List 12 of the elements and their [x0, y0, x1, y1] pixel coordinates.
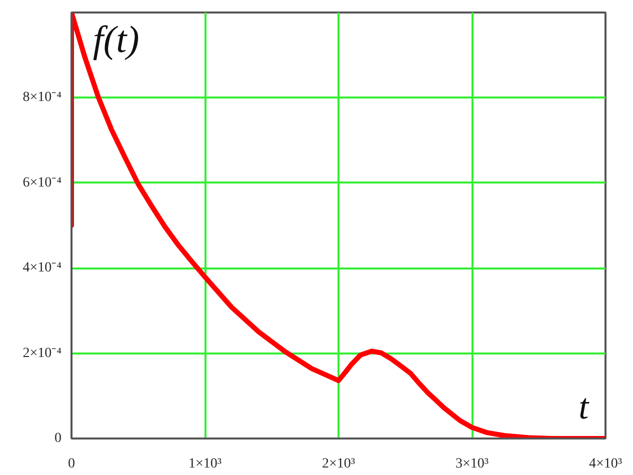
y-axis-title: f(t): [92, 19, 140, 62]
x-axis-title: t: [578, 386, 590, 427]
y-tick-label: 8×10⁻⁴: [22, 90, 62, 106]
x-tick-label: 3×10³: [455, 456, 489, 472]
y-tick-label: 2×10⁻⁴: [22, 346, 62, 361]
y-tick-label: 4×10⁻⁴: [22, 260, 62, 276]
x-tick-label: 1×10³: [188, 456, 222, 472]
x-tick-label: 4×10³: [588, 456, 622, 472]
y-tick-label: 0: [54, 431, 62, 446]
x-tick-label: 2×10³: [322, 456, 356, 472]
y-tick-label: 6×10⁻⁴: [22, 175, 62, 190]
x-tick-label: 0: [68, 456, 75, 472]
